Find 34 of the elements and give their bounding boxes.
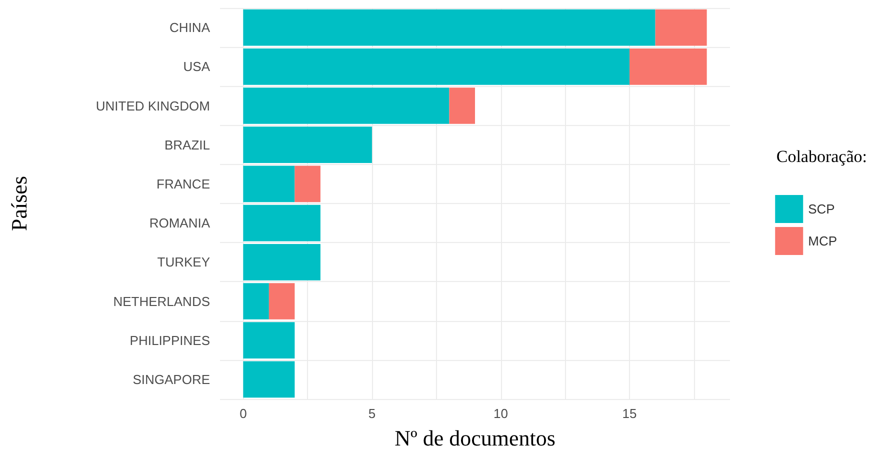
- legend-label: MCP: [808, 234, 837, 248]
- bar: [630, 48, 707, 85]
- y-axis-title: Países: [6, 176, 32, 231]
- y-tick-label: CHINA: [170, 20, 210, 36]
- bar: [243, 283, 269, 320]
- x-tick-label: 10: [494, 406, 508, 421]
- y-tick-label: BRAZIL: [164, 137, 210, 152]
- bar: [243, 166, 295, 202]
- x-axis-title: Nº de documentos: [394, 426, 556, 450]
- y-tick-label: NETHERLANDS: [113, 294, 210, 309]
- bar: [243, 48, 630, 85]
- bar: [655, 9, 707, 46]
- bar: [243, 244, 320, 280]
- bar: [243, 126, 372, 164]
- bar: [243, 361, 295, 398]
- y-tick-label: ROMANIA: [149, 216, 210, 231]
- y-tick-label: TURKEY: [157, 254, 210, 270]
- bar: [243, 88, 450, 124]
- y-tick-label: PHILIPPINES: [130, 332, 210, 348]
- y-tick-label: FRANCE: [156, 176, 210, 192]
- x-tick-label: 5: [368, 406, 376, 421]
- bar: [268, 283, 295, 320]
- y-tick-label: UNITED KINGDOM: [96, 98, 210, 114]
- legend-title: Colaboração:: [776, 147, 868, 166]
- y-tick-label: USA: [183, 59, 210, 74]
- legend-label: SCP: [808, 202, 835, 216]
- bar: [243, 9, 656, 46]
- x-tick-label: 0: [240, 406, 247, 421]
- bar: [294, 166, 320, 202]
- y-tick-label: SINGAPORE: [132, 372, 210, 387]
- bar: [449, 88, 475, 124]
- x-tick-label: 15: [622, 406, 637, 421]
- bar: [243, 322, 295, 359]
- bar: [243, 204, 320, 242]
